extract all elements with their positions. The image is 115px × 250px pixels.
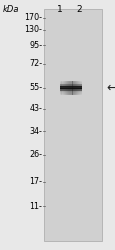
Bar (60, 90, 82, 91)
Text: 55-: 55- (29, 84, 42, 92)
Bar (72, 81, 73, 95)
Bar (76, 81, 77, 95)
Bar (60, 89, 82, 90)
Bar (60, 82, 82, 83)
Text: 43-: 43- (29, 104, 42, 113)
Text: ←: ← (105, 82, 115, 94)
Bar (66, 81, 68, 95)
Bar (64, 81, 65, 95)
Bar (62, 81, 63, 95)
Bar (60, 91, 82, 92)
Bar (60, 88, 82, 89)
Text: 17-: 17- (29, 178, 42, 186)
Bar (65, 81, 66, 95)
Text: 1: 1 (56, 6, 62, 15)
Bar (60, 87, 82, 88)
Bar (71, 81, 72, 95)
Bar (61, 81, 62, 95)
Bar (70, 81, 71, 95)
Bar (73, 81, 74, 95)
Text: 26-: 26- (29, 150, 42, 159)
Bar (60, 94, 82, 95)
Bar (67, 81, 69, 95)
Bar (69, 81, 70, 95)
Bar (44, 9, 101, 241)
Bar (60, 92, 82, 93)
Bar (60, 90, 82, 92)
Bar (63, 81, 64, 95)
Text: 170-: 170- (24, 13, 42, 22)
Bar (60, 81, 61, 95)
Text: kDa: kDa (2, 6, 19, 15)
Text: 130-: 130- (24, 26, 42, 35)
Bar (60, 92, 82, 94)
Bar (60, 93, 82, 94)
Text: 11-: 11- (29, 202, 42, 211)
Bar (81, 81, 82, 95)
Bar (74, 81, 75, 95)
Bar (78, 81, 80, 95)
Text: 2: 2 (75, 6, 81, 15)
Bar (60, 84, 82, 85)
Bar (79, 81, 81, 95)
Bar (60, 83, 82, 84)
Text: 95-: 95- (29, 40, 42, 50)
Bar (60, 88, 82, 89)
Bar (60, 81, 82, 82)
Bar (60, 86, 82, 87)
Bar (77, 81, 78, 95)
Bar (60, 85, 82, 86)
Text: 34-: 34- (29, 127, 42, 136)
Text: 72-: 72- (29, 59, 42, 68)
Bar (75, 81, 76, 95)
